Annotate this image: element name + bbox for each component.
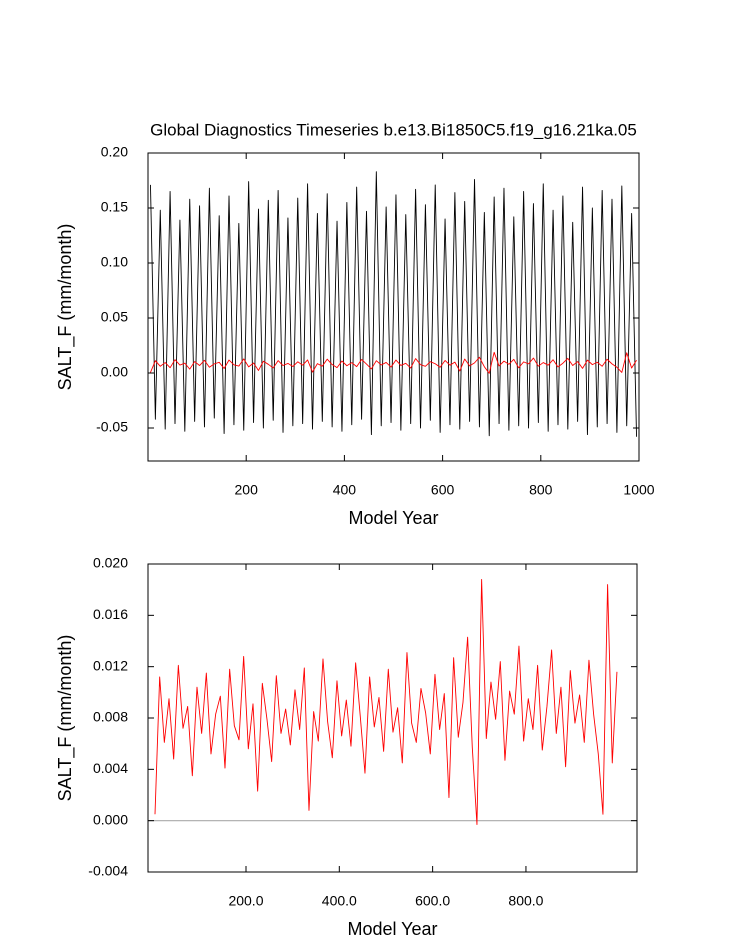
y-axis-label: SALT_F (mm/month): [55, 635, 76, 802]
y-tick-label: 0.15: [101, 199, 128, 215]
data-line: [154, 578, 618, 825]
x-tick-label: 600: [431, 482, 455, 498]
y-tick-label: 0.00: [101, 364, 128, 380]
x-tick-label: 800.0: [508, 893, 543, 909]
plot-frame: [147, 563, 638, 873]
y-tick-label: 0.004: [93, 760, 128, 776]
x-tick-label: 400: [333, 482, 357, 498]
x-tick-label: 200.0: [228, 893, 263, 909]
data-line: [150, 171, 637, 437]
y-tick-label: -0.05: [96, 419, 128, 435]
y-tick-label: 0.016: [93, 606, 128, 622]
x-tick-label: 200: [235, 482, 259, 498]
chart-title: Global Diagnostics Timeseries b.e13.Bi18…: [150, 120, 637, 139]
x-axis-label: Model Year: [348, 508, 438, 528]
y-tick-label: 0.008: [93, 709, 128, 725]
y-tick-label: 0.20: [101, 144, 128, 160]
y-tick-label: 0.05: [101, 309, 128, 325]
y-tick-label: 0.000: [93, 811, 128, 827]
y-tick-label: -0.004: [88, 863, 128, 879]
y-tick-label: 0.10: [101, 254, 128, 270]
data-line: [150, 351, 637, 374]
plot-frame: [147, 152, 640, 462]
y-tick-label: 0.012: [93, 657, 128, 673]
x-tick-label: 1000: [623, 482, 654, 498]
x-tick-label: 400.0: [322, 893, 357, 909]
x-tick-label: 600.0: [415, 893, 450, 909]
y-tick-label: 0.020: [93, 555, 128, 571]
y-axis-label: SALT_F (mm/month): [55, 224, 76, 391]
x-axis-label: Model Year: [347, 919, 437, 939]
x-tick-label: 800: [529, 482, 553, 498]
